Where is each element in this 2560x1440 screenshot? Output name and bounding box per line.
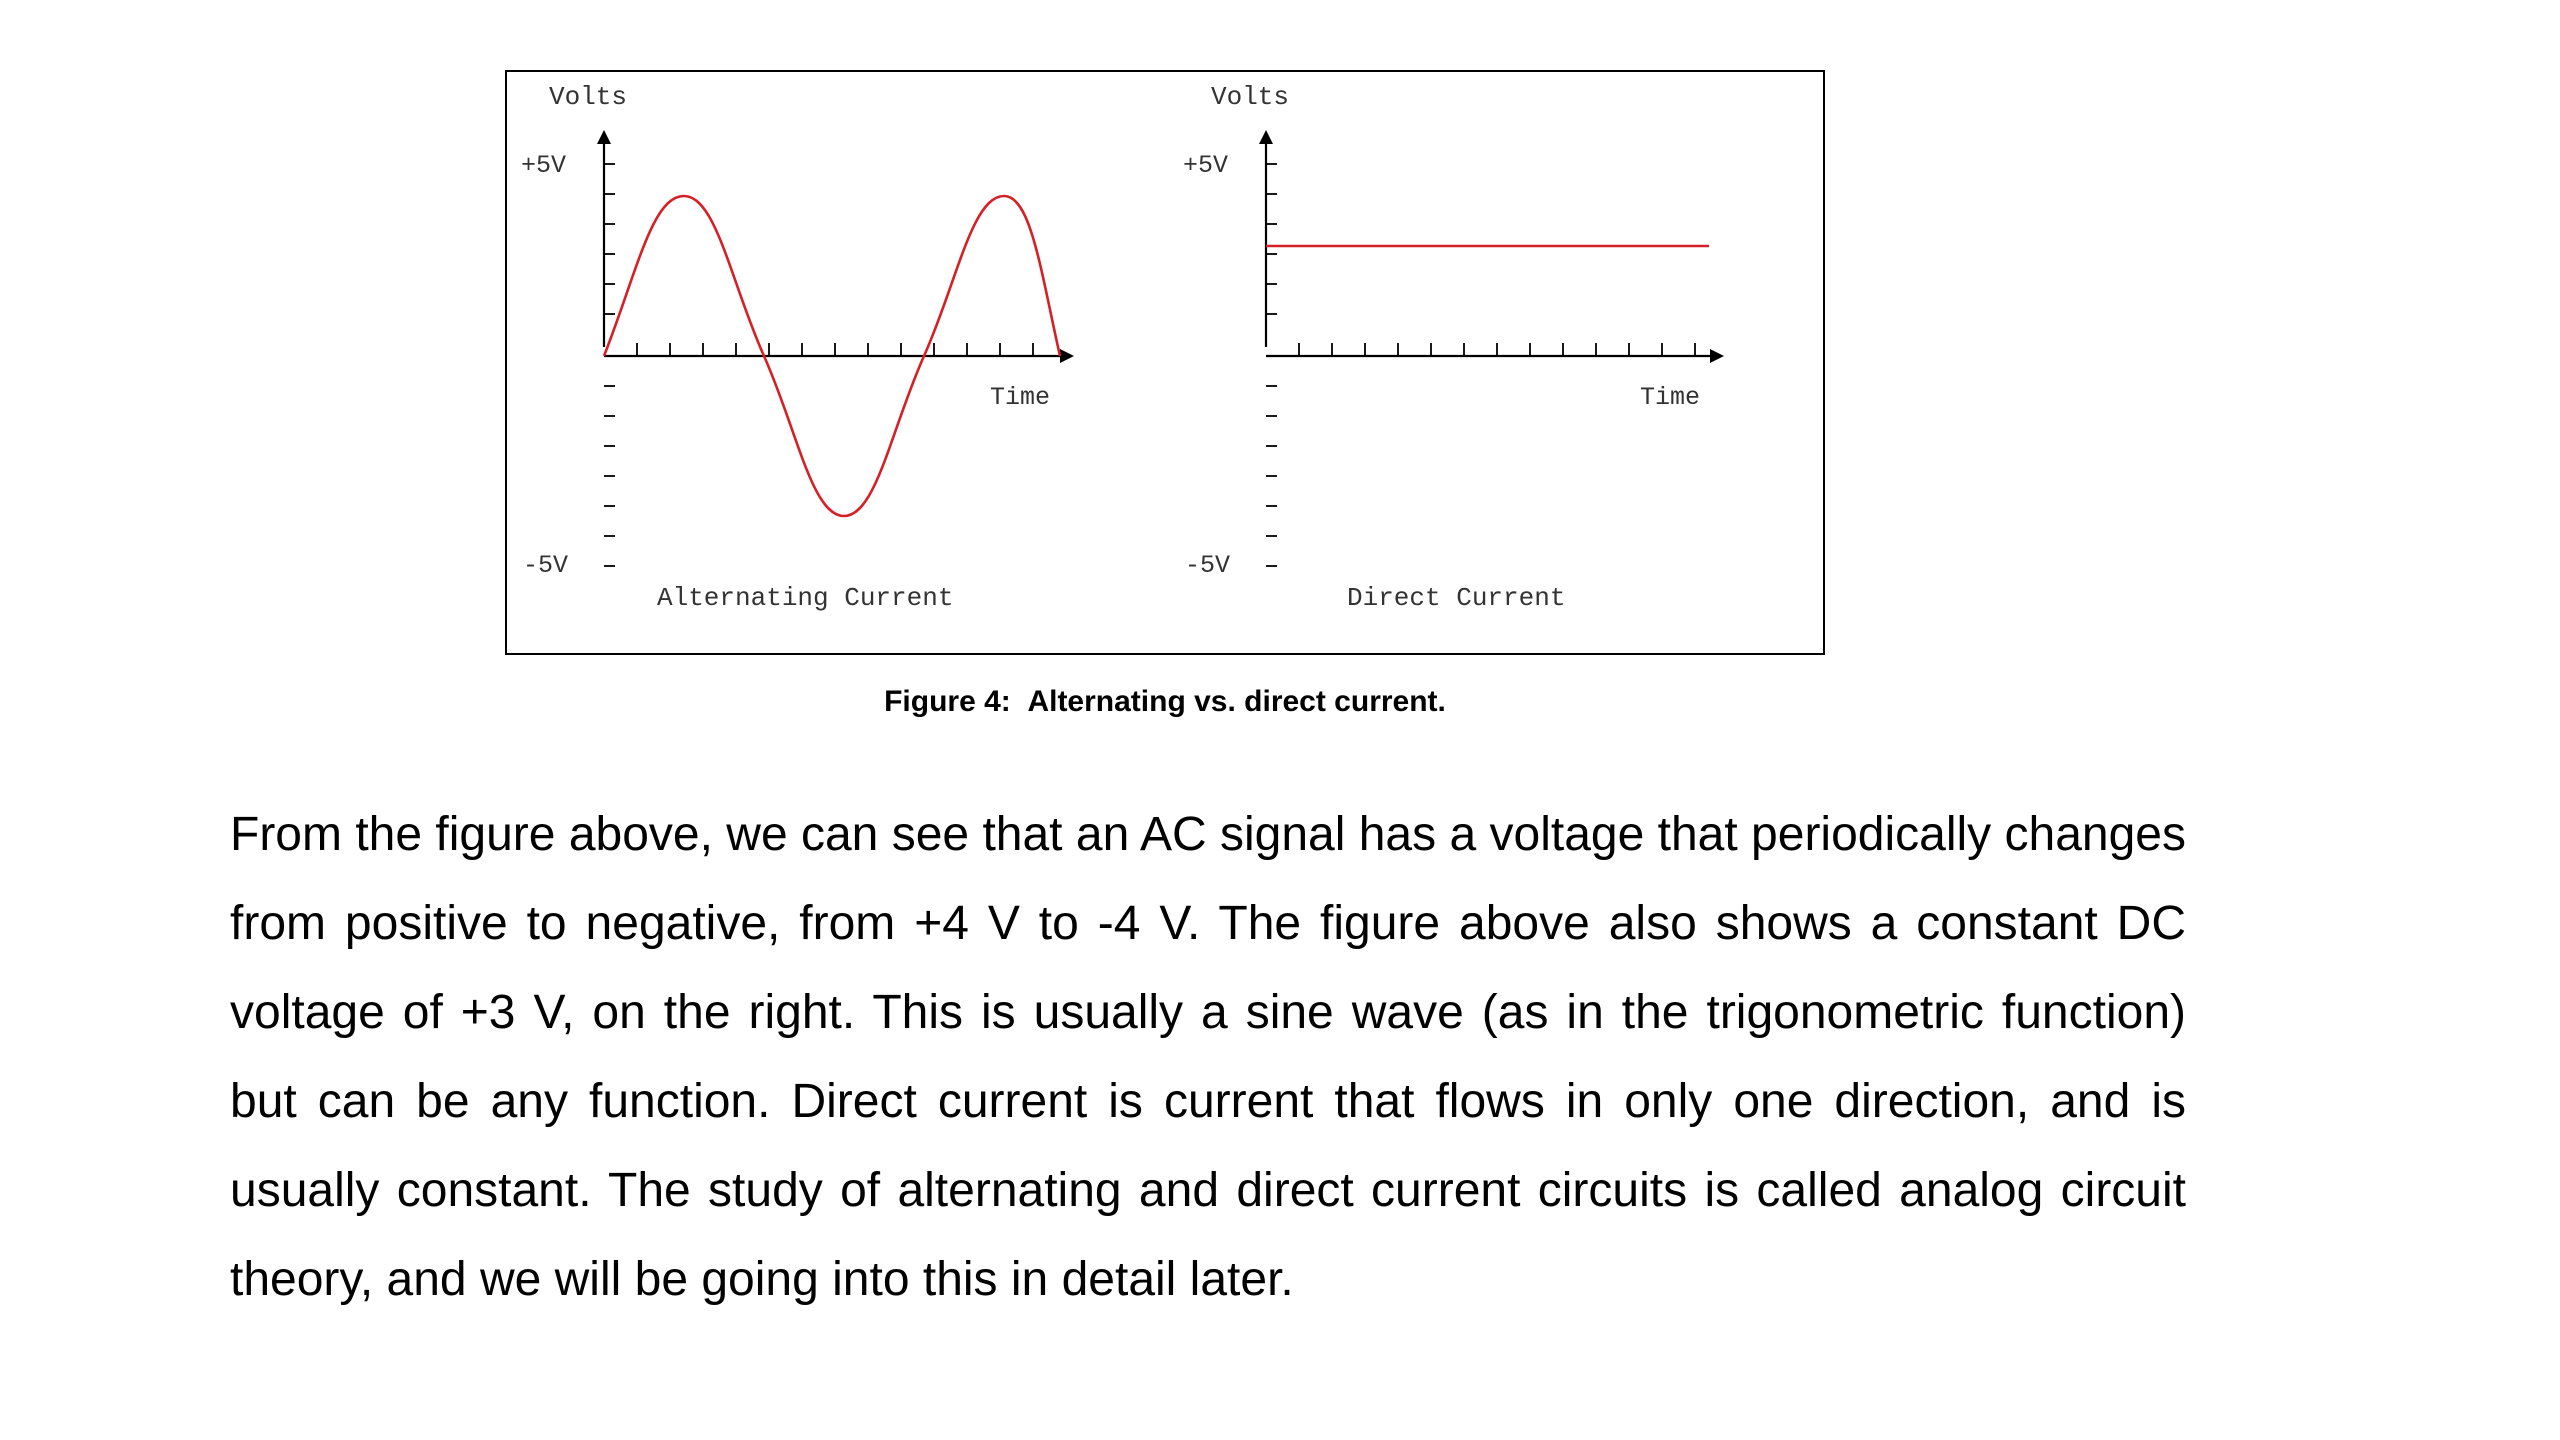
svg-text:Alternating Current: Alternating Current (657, 583, 953, 613)
svg-text:-5V: -5V (1185, 551, 1230, 580)
svg-text:+5V: +5V (1183, 151, 1228, 180)
svg-text:+5V: +5V (521, 151, 566, 180)
svg-text:Direct Current: Direct Current (1347, 583, 1565, 613)
svg-text:Volts: Volts (1211, 82, 1289, 112)
svg-text:-5V: -5V (523, 551, 568, 580)
svg-text:Time: Time (990, 383, 1050, 412)
svg-text:Time: Time (1640, 383, 1700, 412)
svg-text:Volts: Volts (549, 82, 627, 112)
